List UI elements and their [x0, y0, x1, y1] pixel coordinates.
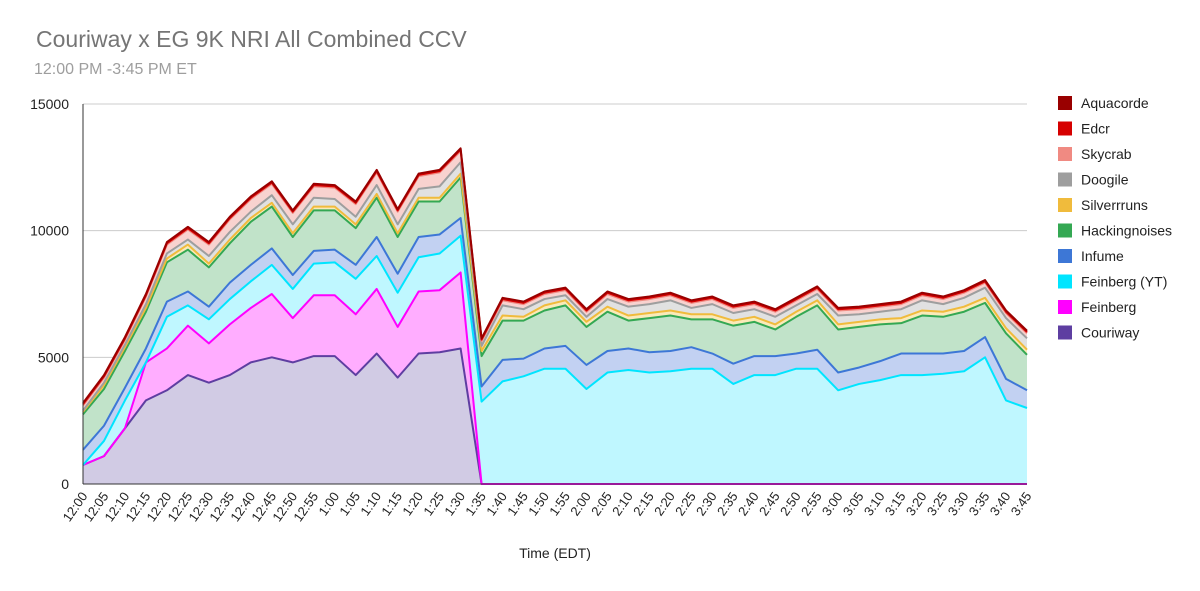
x-tick-label: 3:35 — [966, 489, 993, 518]
legend-label: Silverrruns — [1081, 197, 1148, 213]
line-hackingnoises — [82, 176, 1028, 415]
x-tick-label: 1:10 — [357, 489, 384, 518]
x-tick-label: 3:00 — [819, 489, 846, 518]
x-tick-label: 1:20 — [399, 489, 426, 518]
x-tick-label: 1:00 — [315, 489, 342, 518]
x-tick-label: 2:20 — [651, 489, 678, 518]
legend-swatch — [1058, 300, 1072, 314]
x-tick-label: 1:25 — [420, 489, 447, 518]
legend-swatch — [1058, 249, 1072, 263]
legend-swatch — [1058, 172, 1072, 187]
area-feinberg-yt — [83, 235, 1027, 484]
x-tick-label: 2:30 — [693, 489, 720, 518]
legend-swatch — [1058, 274, 1072, 289]
area-series — [83, 148, 1027, 484]
area-couriway — [83, 348, 1027, 484]
legend-label: Infume — [1081, 248, 1124, 264]
x-tick-label: 2:45 — [756, 489, 783, 518]
x-tick-label: 2:50 — [777, 489, 804, 518]
x-tick-label: 2:40 — [735, 489, 762, 518]
legend-label: Edcr — [1081, 121, 1110, 137]
x-tick-label: 1:40 — [483, 489, 510, 518]
legend-swatch — [1058, 198, 1072, 212]
legend-label: Feinberg — [1081, 299, 1136, 315]
x-tick-label: 3:10 — [861, 489, 888, 518]
legend-swatch — [1058, 121, 1072, 136]
x-tick-label: 3:40 — [987, 489, 1014, 518]
line-feinberg-yt — [82, 234, 1028, 466]
line-infume — [82, 217, 1028, 451]
line-silverrruns — [82, 172, 1028, 413]
x-tick-label: 3:30 — [945, 489, 972, 518]
x-tick-label: 1:35 — [462, 489, 489, 518]
x-tick-label: 1:50 — [525, 489, 552, 518]
x-tick-label: 3:05 — [840, 489, 867, 518]
x-tick-label: 1:05 — [336, 489, 363, 518]
x-tick-label: 3:15 — [882, 489, 909, 518]
y-tick-label: 0 — [61, 476, 69, 492]
x-tick-label: 2:00 — [567, 489, 594, 518]
legend: Aquacorde Edcr Skycrab Doogile Silverrruns Ha… — [1058, 95, 1172, 341]
line-doogile — [82, 161, 1028, 412]
x-tick-label: 2:10 — [609, 489, 636, 518]
x-tick-label: 2:15 — [630, 489, 657, 518]
area-hackingnoises — [83, 177, 1027, 450]
legend-swatch — [1058, 223, 1072, 238]
x-tick-label: 1:15 — [378, 489, 405, 518]
x-tick-label: 2:35 — [714, 489, 741, 518]
chart-title: Couriway x EG 9K NRI All Combined CCV — [36, 26, 467, 52]
legend-swatch — [1058, 325, 1072, 340]
y-tick-label: 5000 — [38, 349, 69, 365]
area-feinberg — [83, 272, 1027, 484]
y-tick-label: 10000 — [30, 223, 69, 239]
legend-label: Skycrab — [1081, 146, 1132, 162]
x-tick-label: 3:20 — [903, 489, 930, 518]
legend-label: Feinberg (YT) — [1081, 274, 1167, 290]
chart-subtitle: 12:00 PM -3:45 PM ET — [34, 61, 197, 78]
line-aquacorde — [82, 147, 1028, 404]
x-tick-label: 1:30 — [441, 489, 468, 518]
x-tick-label: 2:55 — [798, 489, 825, 518]
x-tick-label: 1:45 — [504, 489, 531, 518]
x-tick-label: 2:25 — [672, 489, 699, 518]
x-tick-label: 1:55 — [546, 489, 573, 518]
legend-swatch — [1058, 147, 1072, 161]
x-tick-label: 3:45 — [1008, 489, 1035, 518]
legend-label: Doogile — [1081, 172, 1129, 188]
x-tick-label: 3:25 — [924, 489, 951, 518]
legend-label: Couriway — [1081, 325, 1139, 341]
y-tick-label: 15000 — [30, 96, 69, 112]
legend-swatch — [1058, 96, 1072, 110]
x-axis-title: Time (EDT) — [519, 545, 591, 561]
x-tick-label: 2:05 — [588, 489, 615, 518]
legend-label: Hackingnoises — [1081, 223, 1172, 239]
legend-label: Aquacorde — [1081, 95, 1149, 111]
